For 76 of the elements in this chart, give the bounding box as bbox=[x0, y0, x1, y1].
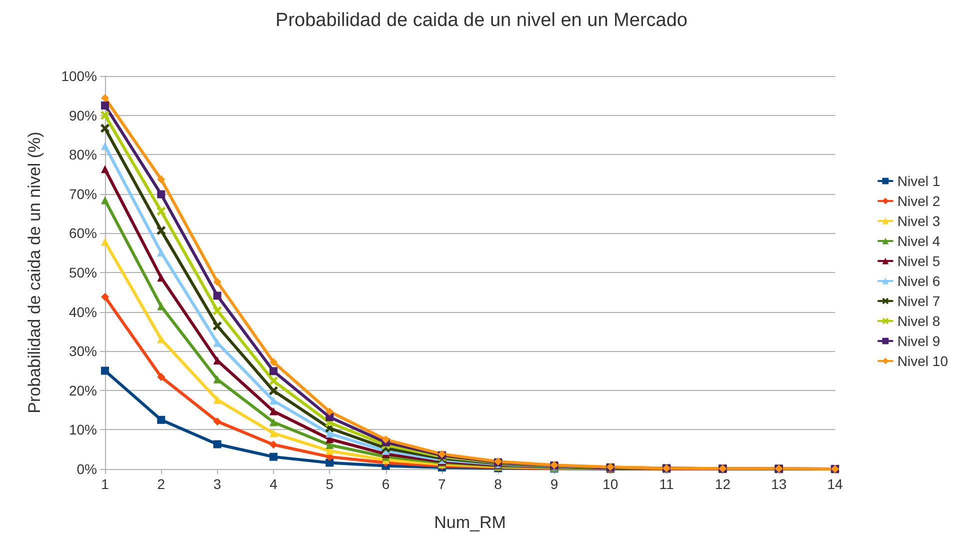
x-tick-label: 11 bbox=[659, 476, 674, 492]
x-tick-label: 5 bbox=[326, 476, 334, 492]
x-tick-label: 3 bbox=[213, 476, 222, 492]
point bbox=[269, 418, 278, 426]
point bbox=[101, 292, 109, 301]
point bbox=[269, 407, 278, 416]
point bbox=[212, 306, 222, 316]
point bbox=[269, 396, 278, 405]
point bbox=[101, 101, 109, 110]
x-tick-label: 9 bbox=[550, 476, 558, 492]
point bbox=[269, 367, 278, 376]
chart-title: Probabilidad de caida de un nivel en un Mercado bbox=[276, 10, 688, 31]
point bbox=[157, 274, 166, 282]
legend-label: Nivel 2 bbox=[897, 193, 940, 209]
legend-label: Nivel 3 bbox=[897, 213, 940, 229]
x-tick-label: 8 bbox=[494, 476, 502, 492]
y-tick-label: 30% bbox=[68, 343, 97, 360]
y-tick-label: 100% bbox=[61, 68, 97, 84]
point bbox=[157, 416, 166, 424]
point bbox=[268, 386, 278, 396]
legend-label: Nivel 4 bbox=[897, 233, 940, 249]
point bbox=[326, 408, 334, 416]
point bbox=[268, 376, 278, 386]
y-tick-label: 20% bbox=[68, 382, 97, 398]
legend-label: Nivel 1 bbox=[897, 173, 940, 189]
x-tick-label: 2 bbox=[157, 476, 166, 492]
point bbox=[213, 440, 222, 448]
point bbox=[101, 94, 109, 102]
legend-label: Nivel 5 bbox=[897, 253, 940, 269]
x-tick-label: 6 bbox=[382, 476, 390, 492]
y-tick-label: 10% bbox=[68, 422, 97, 438]
y-axis-title: Probabilidad de caida de un nivel (%) bbox=[25, 132, 44, 414]
y-tick-label: 90% bbox=[68, 107, 97, 124]
legend-label: Nivel 9 bbox=[897, 333, 940, 349]
point bbox=[213, 278, 222, 286]
point bbox=[157, 175, 166, 184]
point bbox=[157, 248, 166, 256]
point bbox=[156, 226, 166, 235]
y-tick-label: 0% bbox=[76, 461, 97, 477]
point bbox=[269, 358, 278, 366]
point bbox=[326, 458, 334, 467]
point bbox=[326, 430, 334, 438]
y-tick-label: 40% bbox=[68, 304, 97, 320]
point bbox=[101, 142, 109, 150]
point bbox=[213, 375, 222, 384]
point bbox=[213, 396, 222, 404]
x-tick-label: 13 bbox=[771, 476, 787, 492]
point bbox=[213, 417, 222, 426]
x-axis-title: Num_RM bbox=[434, 513, 506, 532]
point bbox=[269, 429, 278, 438]
legend-label: Nivel 7 bbox=[897, 293, 940, 309]
legend-label: Nivel 10 bbox=[897, 353, 948, 369]
point bbox=[101, 238, 109, 246]
y-tick-label: 50% bbox=[68, 264, 97, 280]
legend-label: Nivel 6 bbox=[897, 273, 940, 289]
point bbox=[101, 165, 109, 174]
x-tick-label: 10 bbox=[602, 476, 618, 492]
x-tick-label: 14 bbox=[827, 476, 843, 492]
x-tick-label: 12 bbox=[714, 476, 731, 492]
point bbox=[156, 206, 166, 216]
point bbox=[157, 190, 166, 198]
x-tick-label: 4 bbox=[270, 476, 278, 492]
point bbox=[157, 373, 166, 382]
y-tick-label: 80% bbox=[68, 146, 97, 163]
point bbox=[382, 436, 390, 444]
x-tick-label: 1 bbox=[101, 476, 110, 492]
point bbox=[212, 321, 222, 330]
point bbox=[100, 124, 110, 133]
legend-label: Nivel 8 bbox=[897, 313, 940, 329]
x-tick-label: 7 bbox=[438, 476, 446, 492]
y-tick-label: 70% bbox=[68, 186, 97, 202]
point bbox=[213, 292, 222, 300]
point bbox=[269, 440, 278, 449]
point bbox=[101, 366, 109, 375]
y-tick-label: 60% bbox=[68, 225, 97, 242]
point bbox=[269, 452, 278, 461]
